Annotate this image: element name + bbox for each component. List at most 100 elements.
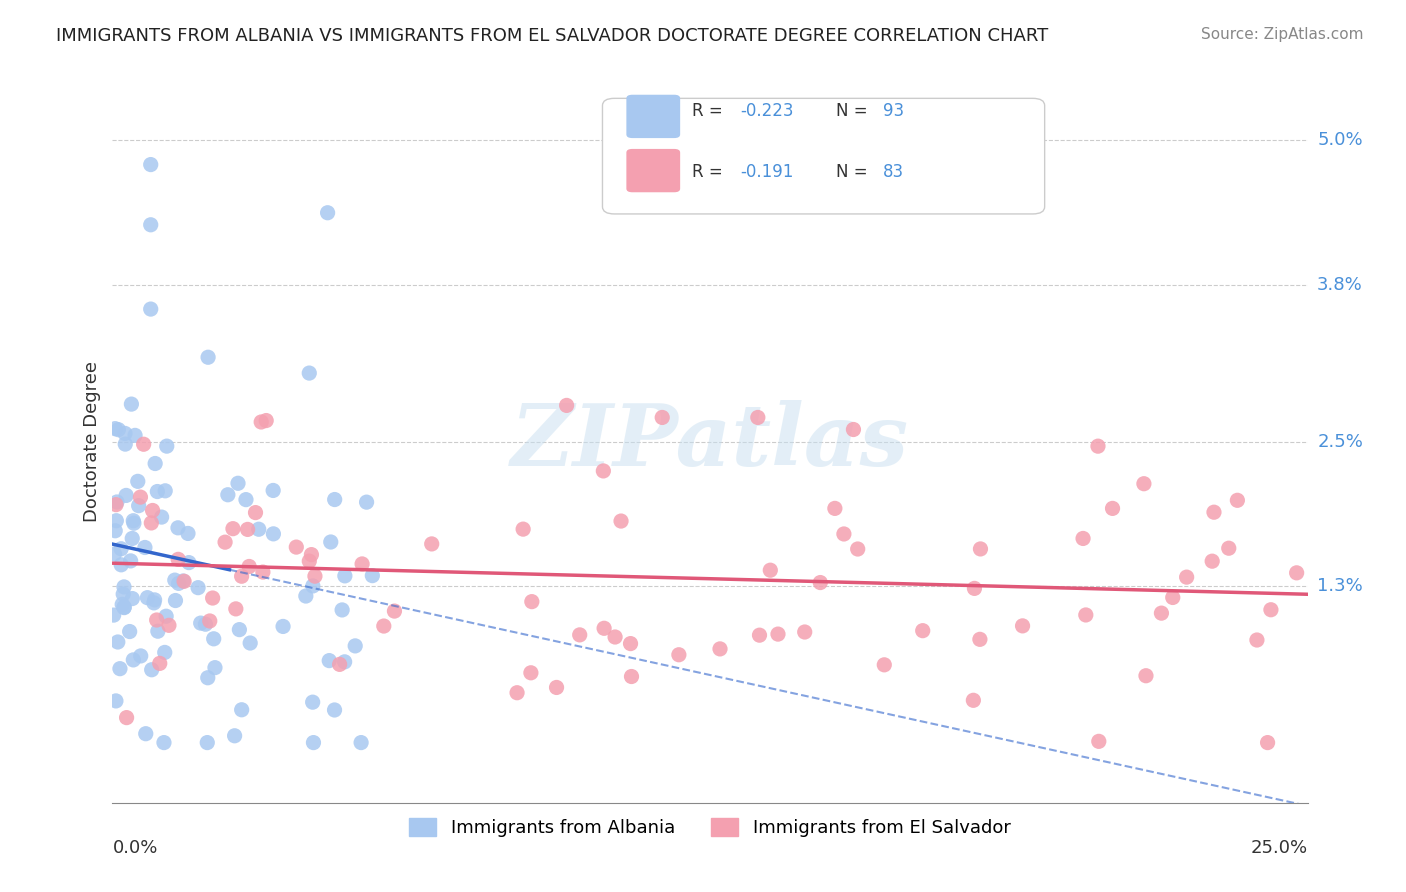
Immigrants from El Salvador (105, 498, 128, 512)
Immigrants from Albania (177, 526, 200, 541)
Immigrants from El Salvador (1071, 532, 1094, 546)
Immigrants from El Salvador (167, 552, 190, 566)
Immigrants from Albania (217, 488, 239, 502)
Immigrants from Albania (122, 514, 145, 528)
Immigrants from El Salvador (1088, 734, 1111, 748)
Immigrants from Albania (139, 218, 162, 232)
Immigrants from Albania (323, 492, 346, 507)
Immigrants from El Salvador (157, 618, 180, 632)
Immigrants from Albania (316, 205, 339, 219)
Immigrants from Albania (112, 600, 135, 615)
Immigrants from Albania (118, 624, 141, 639)
Immigrants from El Salvador (593, 621, 616, 635)
Immigrants from El Salvador (603, 630, 626, 644)
Immigrants from El Salvador (1226, 493, 1249, 508)
Immigrants from El Salvador (610, 514, 633, 528)
Immigrants from Albania (167, 576, 190, 591)
Immigrants from Albania (333, 655, 356, 669)
Immigrants from El Salvador (142, 503, 165, 517)
Immigrants from Albania (143, 457, 166, 471)
Immigrants from Albania (262, 483, 284, 498)
Immigrants from El Salvador (709, 641, 731, 656)
Text: ZIPatlas: ZIPatlas (510, 400, 910, 483)
Immigrants from Albania (139, 157, 162, 171)
Immigrants from Albania (146, 624, 169, 639)
Immigrants from El Salvador (384, 604, 406, 618)
Immigrants from El Salvador (748, 628, 770, 642)
Text: 1.3%: 1.3% (1317, 577, 1362, 595)
Immigrants from Albania (136, 591, 159, 605)
Immigrants from Albania (120, 397, 142, 411)
Immigrants from El Salvador (1202, 505, 1225, 519)
Immigrants from Albania (298, 366, 321, 380)
Text: N =: N = (835, 163, 872, 181)
Immigrants from Albania (333, 569, 356, 583)
Immigrants from Albania (107, 423, 129, 437)
Immigrants from El Salvador (969, 632, 991, 647)
Immigrants from Albania (103, 547, 125, 561)
Immigrants from Albania (153, 735, 176, 749)
Immigrants from Albania (112, 600, 135, 615)
Immigrants from El Salvador (141, 516, 163, 530)
Immigrants from El Salvador (285, 540, 308, 554)
Immigrants from Albania (143, 593, 166, 607)
Immigrants from Albania (262, 526, 284, 541)
Immigrants from El Salvador (173, 574, 195, 589)
Immigrants from El Salvador (352, 557, 374, 571)
Immigrants from Albania (129, 648, 152, 663)
Immigrants from Albania (110, 541, 132, 556)
Immigrants from El Salvador (759, 563, 782, 577)
Immigrants from Albania (231, 703, 253, 717)
Immigrants from El Salvador (420, 537, 443, 551)
Immigrants from Albania (122, 653, 145, 667)
Text: 25.0%: 25.0% (1250, 838, 1308, 857)
Immigrants from Albania (172, 574, 194, 588)
Immigrants from Albania (271, 619, 294, 633)
Immigrants from Albania (344, 639, 367, 653)
Immigrants from El Salvador (129, 490, 152, 504)
Text: 3.8%: 3.8% (1317, 276, 1362, 294)
Text: Source: ZipAtlas.com: Source: ZipAtlas.com (1201, 27, 1364, 42)
Immigrants from El Salvador (832, 527, 855, 541)
Immigrants from Albania (121, 591, 143, 606)
Immigrants from Albania (187, 581, 209, 595)
Immigrants from Albania (120, 554, 142, 568)
Immigrants from Albania (247, 522, 270, 536)
Immigrants from Albania (104, 524, 127, 538)
Immigrants from Albania (228, 623, 250, 637)
Immigrants from El Salvador (808, 575, 831, 590)
Text: R =: R = (692, 103, 728, 120)
Immigrants from Albania (105, 514, 128, 528)
Text: N =: N = (835, 103, 872, 120)
Immigrants from El Salvador (198, 614, 221, 628)
Immigrants from El Salvador (145, 613, 167, 627)
Immigrants from Albania (153, 483, 176, 498)
Immigrants from El Salvador (793, 625, 815, 640)
Immigrants from Albania (127, 475, 149, 489)
Immigrants from El Salvador (214, 535, 236, 549)
Immigrants from El Salvador (1133, 476, 1156, 491)
Immigrants from Albania (226, 476, 249, 491)
Immigrants from El Salvador (766, 627, 789, 641)
FancyBboxPatch shape (627, 149, 681, 193)
Immigrants from Albania (350, 735, 373, 749)
Immigrants from Albania (108, 662, 131, 676)
Immigrants from El Salvador (115, 710, 138, 724)
Immigrants from Albania (302, 735, 325, 749)
Immigrants from Albania (197, 350, 219, 364)
Immigrants from Albania (323, 703, 346, 717)
Immigrants from El Salvador (506, 686, 529, 700)
Immigrants from El Salvador (546, 681, 568, 695)
Immigrants from Albania (139, 301, 162, 317)
Immigrants from Albania (142, 596, 165, 610)
Text: 83: 83 (883, 163, 904, 181)
Immigrants from El Salvador (299, 548, 322, 562)
Immigrants from El Salvador (520, 665, 543, 680)
Immigrants from El Salvador (149, 657, 172, 671)
Immigrants from Albania (114, 437, 136, 451)
Immigrants from Albania (163, 573, 186, 587)
Immigrants from El Salvador (373, 619, 395, 633)
Immigrants from El Salvador (1201, 554, 1223, 568)
Immigrants from El Salvador (1246, 633, 1268, 648)
Immigrants from El Salvador (620, 669, 643, 683)
